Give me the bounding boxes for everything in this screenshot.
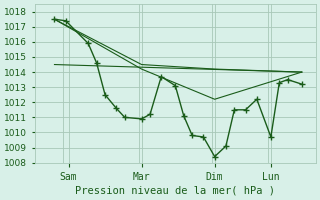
X-axis label: Pression niveau de la mer( hPa ): Pression niveau de la mer( hPa ): [75, 186, 275, 196]
